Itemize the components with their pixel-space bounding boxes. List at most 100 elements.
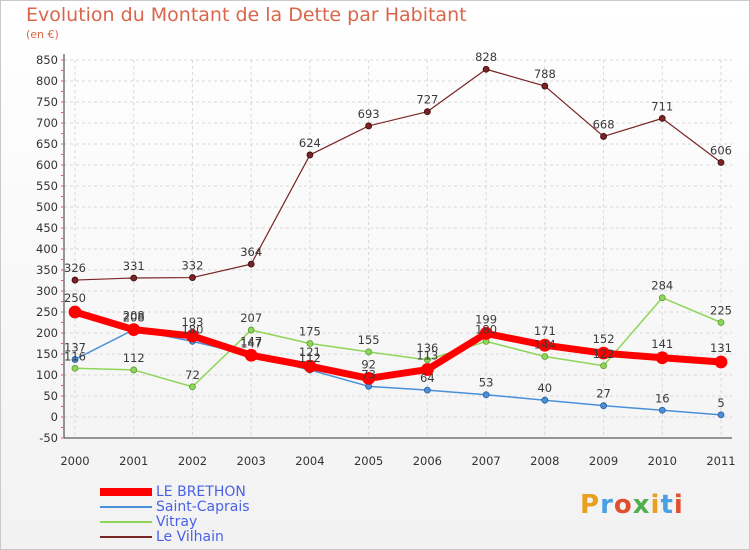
data-label: 180 — [181, 322, 203, 336]
series-line-Le Vilhain — [74, 68, 722, 281]
data-label: 152 — [593, 332, 615, 346]
data-label: 73 — [361, 367, 376, 381]
data-label: 147 — [240, 334, 262, 348]
x-tick-label: 2003 — [237, 454, 266, 468]
series-layer — [68, 65, 728, 419]
data-point — [130, 274, 138, 282]
data-label: 693 — [358, 107, 380, 121]
line-chart: -50 0 50 100 150 200 250 300 350 400 450 500 550 600 6… — [36, 50, 736, 468]
data-label: 116 — [64, 349, 86, 363]
data-point — [597, 346, 610, 360]
data-label: 250 — [64, 291, 86, 305]
axis-layer: -50 0 50 100 150 200 250 300 350 400 450 500 550 600 6… — [36, 53, 736, 468]
data-point — [71, 356, 79, 363]
y-tick-label: 100 — [36, 368, 58, 382]
legend-label: Vitray — [156, 514, 198, 530]
data-label: 92 — [361, 357, 376, 371]
data-label: 828 — [475, 50, 497, 64]
data-point — [303, 359, 317, 373]
data-label: 193 — [181, 315, 203, 329]
y-tick-label: 500 — [36, 200, 58, 214]
data-label: 53 — [479, 376, 494, 390]
data-point — [714, 355, 728, 369]
data-point — [538, 338, 552, 352]
data-label: 64 — [420, 371, 435, 385]
y-tick-label: 250 — [36, 305, 58, 319]
series-line-LE BRETHON — [73, 308, 722, 382]
data-point — [247, 260, 255, 268]
data-point — [482, 391, 490, 399]
data-label: 16 — [655, 391, 670, 405]
x-tick-label: 2000 — [60, 454, 89, 468]
data-label: 364 — [240, 245, 262, 259]
data-point — [655, 351, 669, 365]
data-label: 171 — [534, 324, 556, 338]
y-tick-label: 200 — [36, 326, 58, 340]
data-label: 788 — [534, 67, 556, 81]
data-point — [365, 348, 373, 356]
data-label: 331 — [123, 259, 145, 273]
data-point — [541, 82, 549, 90]
data-point — [127, 323, 141, 337]
series-line-Saint-Caprais — [74, 328, 722, 416]
x-tick-label: 2006 — [413, 454, 442, 468]
x-tick-label: 2010 — [648, 454, 677, 468]
data-label: 121 — [299, 345, 321, 359]
data-point — [717, 411, 725, 419]
legend-swatch — [100, 536, 152, 538]
x-tick-label: 2005 — [354, 454, 383, 468]
y-tick-label: 850 — [36, 53, 58, 67]
data-label: 225 — [710, 304, 732, 318]
x-tick-label: 2004 — [295, 454, 324, 468]
data-point — [600, 133, 607, 140]
grid-layer — [64, 59, 732, 439]
data-point — [189, 274, 196, 281]
data-point — [658, 406, 666, 414]
label-layer: 250 208 193 147 121 92 113 199 171 152 141 131 137 20… — [64, 50, 732, 410]
data-point — [365, 122, 373, 130]
y-tick-label: 650 — [36, 137, 58, 151]
y-tick-label: 400 — [36, 242, 58, 256]
y-tick-label: 450 — [36, 221, 58, 235]
data-point — [658, 114, 666, 122]
chart-unit-label: (en €) — [26, 28, 59, 41]
data-point — [717, 319, 725, 326]
data-point — [130, 366, 138, 374]
data-label: 727 — [416, 93, 438, 107]
data-label: 72 — [185, 368, 200, 382]
legend-label: Le Vilhain — [156, 529, 224, 545]
legend-swatch — [100, 506, 152, 508]
data-label: 624 — [299, 136, 321, 150]
y-tick-label: 150 — [36, 347, 58, 361]
y-tick-label: 0 — [51, 410, 58, 424]
data-label: 606 — [710, 143, 732, 157]
y-tick-label: 350 — [36, 263, 58, 277]
data-point — [362, 371, 376, 385]
data-label: 711 — [651, 99, 673, 113]
data-label: 208 — [123, 309, 145, 323]
data-label: 199 — [475, 312, 497, 326]
data-label: 5 — [717, 396, 724, 410]
data-point — [244, 348, 258, 362]
data-point — [482, 65, 490, 73]
data-label: 137 — [64, 340, 86, 354]
y-tick-label: 800 — [36, 74, 58, 88]
y-tick-label: 300 — [36, 284, 58, 298]
data-label: 113 — [416, 349, 438, 363]
legend-swatch — [100, 521, 152, 523]
data-label: 208 — [123, 311, 145, 325]
x-tick-label: 2002 — [178, 454, 207, 468]
data-label: 40 — [537, 381, 552, 395]
data-label: 155 — [358, 333, 380, 347]
legend-label: LE BRETHON — [156, 484, 246, 500]
x-tick-label: 2001 — [119, 454, 148, 468]
data-label: 180 — [475, 322, 497, 336]
data-point — [717, 159, 725, 166]
data-point — [306, 340, 314, 347]
data-point — [420, 363, 434, 376]
data-point — [423, 356, 431, 364]
data-label: 144 — [534, 338, 556, 352]
chart-title: Evolution du Montant de la Dette par Hab… — [26, 4, 467, 26]
legend-swatch — [100, 488, 152, 496]
